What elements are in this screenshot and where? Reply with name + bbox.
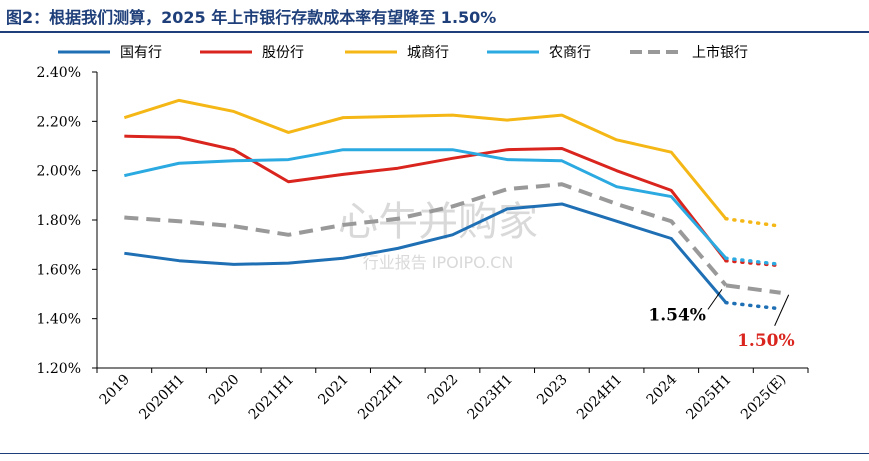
annotation-2: 1.50% <box>737 331 795 351</box>
legend-label-4: 农商行 <box>549 45 591 61</box>
x-tick-label: 2019 <box>97 372 134 409</box>
title-rule <box>0 31 869 33</box>
x-tick-label: 2023 <box>534 372 571 409</box>
series-forecast-4 <box>724 256 783 267</box>
series-line-4 <box>124 148 728 260</box>
series-forecast-5 <box>725 283 781 295</box>
series-line-3 <box>123 98 728 220</box>
series-line-1 <box>124 202 728 304</box>
y-axis-ticks: 1.20% 1.40% 1.60% 1.80% 2.00% 2.20% 2.40% <box>37 65 97 377</box>
series-line-2 <box>124 134 728 262</box>
legend-label-2: 股份行 <box>262 45 304 61</box>
x-tick-label: 2025H1 <box>683 372 734 423</box>
x-tick-label: 2022H1 <box>355 372 406 423</box>
y-tick-label: 2.00% <box>37 164 81 180</box>
annotations: 1.54% 1.50% <box>648 289 795 351</box>
legend-label-5: 上市银行 <box>692 44 748 61</box>
y-tick-label: 1.20% <box>37 361 81 377</box>
x-tick-label: 2024 <box>644 371 681 408</box>
x-tick-label: 2025(E) <box>738 372 789 423</box>
y-tick-label: 2.20% <box>37 114 81 130</box>
series-forecast-2 <box>724 258 783 268</box>
x-tick-label: 2024H1 <box>574 372 625 423</box>
x-tick-label: 2020H1 <box>136 372 187 423</box>
watermark-sub: 行业报告 IPOIPO.CN <box>363 253 514 272</box>
bottom-rule <box>0 453 869 454</box>
y-tick-label: 1.80% <box>37 213 81 229</box>
x-tick-label: 2021 <box>315 372 352 409</box>
y-tick-label: 1.40% <box>37 312 81 328</box>
annotation-leader-1 <box>707 289 723 310</box>
legend-label-1: 国有行 <box>120 45 162 61</box>
x-tick-label: 2023H1 <box>465 372 516 423</box>
y-tick-label: 1.60% <box>37 262 81 278</box>
x-axis-ticks: 2019 2020H1 2020 2021H1 2021 2022H1 2022 2023H1… <box>96 368 809 423</box>
chart-title: 图2：根据我们测算，2025 年上市银行存款成本率有望降至 1.50% <box>6 8 497 27</box>
series-line-5 <box>124 182 728 287</box>
y-tick-label: 2.40% <box>37 65 81 81</box>
x-tick-label: 2021H1 <box>246 372 297 423</box>
annotation-leader-2 <box>774 294 790 326</box>
legend: 国有行 股份行 城商行 农商行 上市银行 <box>58 44 748 61</box>
series-forecast-3 <box>724 217 783 228</box>
x-tick-label: 2022 <box>425 372 462 409</box>
x-tick-label: 2020 <box>206 372 243 409</box>
legend-label-3: 城商行 <box>407 45 449 61</box>
series-forecast-1 <box>724 300 783 311</box>
series-lines <box>123 98 783 311</box>
annotation-1: 1.54% <box>648 305 706 325</box>
